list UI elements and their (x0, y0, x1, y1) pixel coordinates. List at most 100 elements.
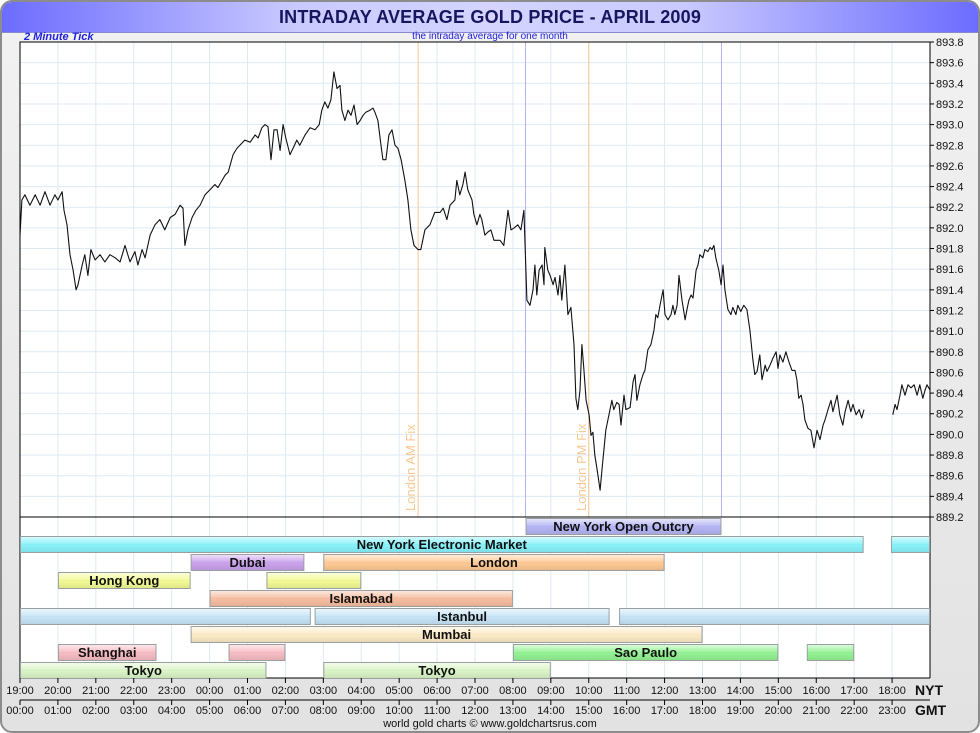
y-tick-label: 890.6 (936, 367, 964, 379)
y-tick-label: 891.2 (936, 305, 964, 317)
fix-marker-label: London PM Fix (574, 423, 589, 511)
market-session-bar: Tokyo (20, 662, 267, 679)
session-bar-gloss (324, 555, 664, 570)
market-session-bar: Islamabad (209, 590, 513, 607)
session-bar-gloss (513, 645, 778, 660)
session-bar-gloss (620, 609, 929, 624)
gmt-tick-label: 04:00 (158, 705, 186, 717)
nyt-tick-label: 15:00 (765, 685, 793, 697)
y-tick-label: 892.0 (936, 223, 964, 235)
gmt-tick-label: 14:00 (537, 705, 565, 717)
y-tick-label: 892.6 (936, 161, 964, 173)
y-tick-label: 893.4 (936, 78, 964, 90)
session-bar-gloss (229, 645, 285, 660)
gmt-tick-label: 05:00 (196, 705, 224, 717)
market-session-bar: Sao Paulo (512, 644, 779, 661)
y-tick-label: 889.2 (936, 512, 964, 524)
chart-title: INTRADAY AVERAGE GOLD PRICE - APRIL 2009 (278, 7, 702, 27)
session-label: Tokyo (125, 663, 162, 678)
nyt-tick-label: 21:00 (82, 685, 110, 697)
y-tick-label: 889.8 (936, 450, 964, 462)
session-bar-gloss (58, 645, 156, 660)
market-session-bar (266, 572, 362, 589)
price-line-segment (19, 71, 865, 491)
market-session-bar (20, 608, 311, 625)
gmt-tick-label: 16:00 (613, 705, 641, 717)
copyright-footer: world gold charts © www.goldchartsrus.co… (383, 718, 597, 730)
y-tick-label: 892.4 (936, 182, 964, 194)
gmt-tick-label: 03:00 (120, 705, 148, 717)
gmt-tick-label: 11:00 (424, 705, 451, 717)
market-session-bar: Tokyo (323, 662, 551, 679)
nyt-tick-label: 03:00 (310, 685, 338, 697)
session-label: Tokyo (418, 663, 455, 678)
gmt-tick-label: 20:00 (765, 705, 793, 717)
y-tick-label: 891.0 (936, 326, 964, 338)
plot-border (19, 41, 931, 518)
y-tick-label: 890.0 (936, 429, 964, 441)
gmt-tick-label: 13:00 (499, 705, 527, 717)
nyt-tick-label: 00:00 (196, 685, 224, 697)
gmt-tick-label: 15:00 (575, 705, 603, 717)
nyt-tick-label: 11:00 (613, 685, 640, 697)
gmt-tick-label: 09:00 (347, 705, 375, 717)
nyt-tick-label: 10:00 (575, 685, 603, 697)
nyt-tick-label: 04:00 (347, 685, 375, 697)
market-session-bar (806, 644, 855, 661)
nyt-tick-label: 01:00 (234, 685, 262, 697)
nyt-tick-label: 19:00 (6, 685, 34, 697)
gmt-tick-label: 18:00 (689, 705, 717, 717)
session-bar-gloss (315, 609, 609, 624)
session-bar-gloss (21, 537, 863, 552)
gmt-tick-label: 10:00 (385, 705, 413, 717)
session-bar-gloss (891, 537, 929, 552)
nyt-tick-label: 02:00 (272, 685, 300, 697)
gmt-tick-label: 08:00 (310, 705, 338, 717)
gmt-tick-label: 21:00 (802, 705, 830, 717)
session-bar-gloss (191, 627, 702, 642)
session-label: London (470, 555, 518, 570)
y-tick-label: 892.2 (936, 202, 964, 214)
y-tick-label: 893.2 (936, 99, 964, 111)
nyt-tick-label: 23:00 (158, 685, 186, 697)
session-label: Dubai (229, 555, 265, 570)
session-bar-gloss (324, 663, 550, 678)
gmt-tick-label: 12:00 (461, 705, 489, 717)
nyt-tick-label: 08:00 (499, 685, 527, 697)
y-tick-label: 889.4 (936, 491, 964, 503)
nyt-tick-label: 05:00 (385, 685, 413, 697)
nyt-tick-label: 13:00 (689, 685, 717, 697)
gmt-tick-label: 23:00 (878, 705, 906, 717)
gmt-tick-label: 22:00 (840, 705, 868, 717)
market-session-bar: Mumbai (190, 626, 703, 643)
tick-interval-label: 2 Minute Tick (24, 31, 94, 43)
nyt-tick-label: 12:00 (651, 685, 679, 697)
y-tick-label: 892.8 (936, 140, 964, 152)
y-tick-label: 890.2 (936, 409, 964, 421)
market-session-bar: New York Open Outcry (525, 518, 722, 535)
session-bar-gloss (58, 573, 190, 588)
gmt-tick-label: 02:00 (82, 705, 110, 717)
y-tick-label: 890.8 (936, 347, 964, 359)
session-label: Islamabad (329, 591, 393, 606)
session-bar-gloss (526, 519, 721, 534)
nyt-tick-label: 14:00 (727, 685, 755, 697)
session-bar-gloss (210, 591, 512, 606)
session-label: New York Electronic Market (357, 537, 528, 552)
market-session-bar: Dubai (190, 554, 305, 571)
y-tick-label: 893.6 (936, 58, 964, 70)
market-session-bar: New York Electronic Market (20, 536, 864, 553)
chart-subtitle: the intraday average for one month (412, 31, 568, 42)
y-tick-label: 891.6 (936, 264, 964, 276)
market-session-bar (890, 536, 931, 553)
session-bar-gloss (191, 555, 304, 570)
market-session-bar (228, 644, 286, 661)
market-session-bar: Istanbul (314, 608, 610, 625)
session-label: Istanbul (437, 609, 487, 624)
gmt-axis-label: GMT (915, 702, 947, 718)
nyt-tick-label: 17:00 (840, 685, 868, 697)
price-line-segment (892, 384, 931, 415)
nyt-tick-label: 06:00 (423, 685, 451, 697)
y-tick-label: 891.4 (936, 285, 964, 297)
